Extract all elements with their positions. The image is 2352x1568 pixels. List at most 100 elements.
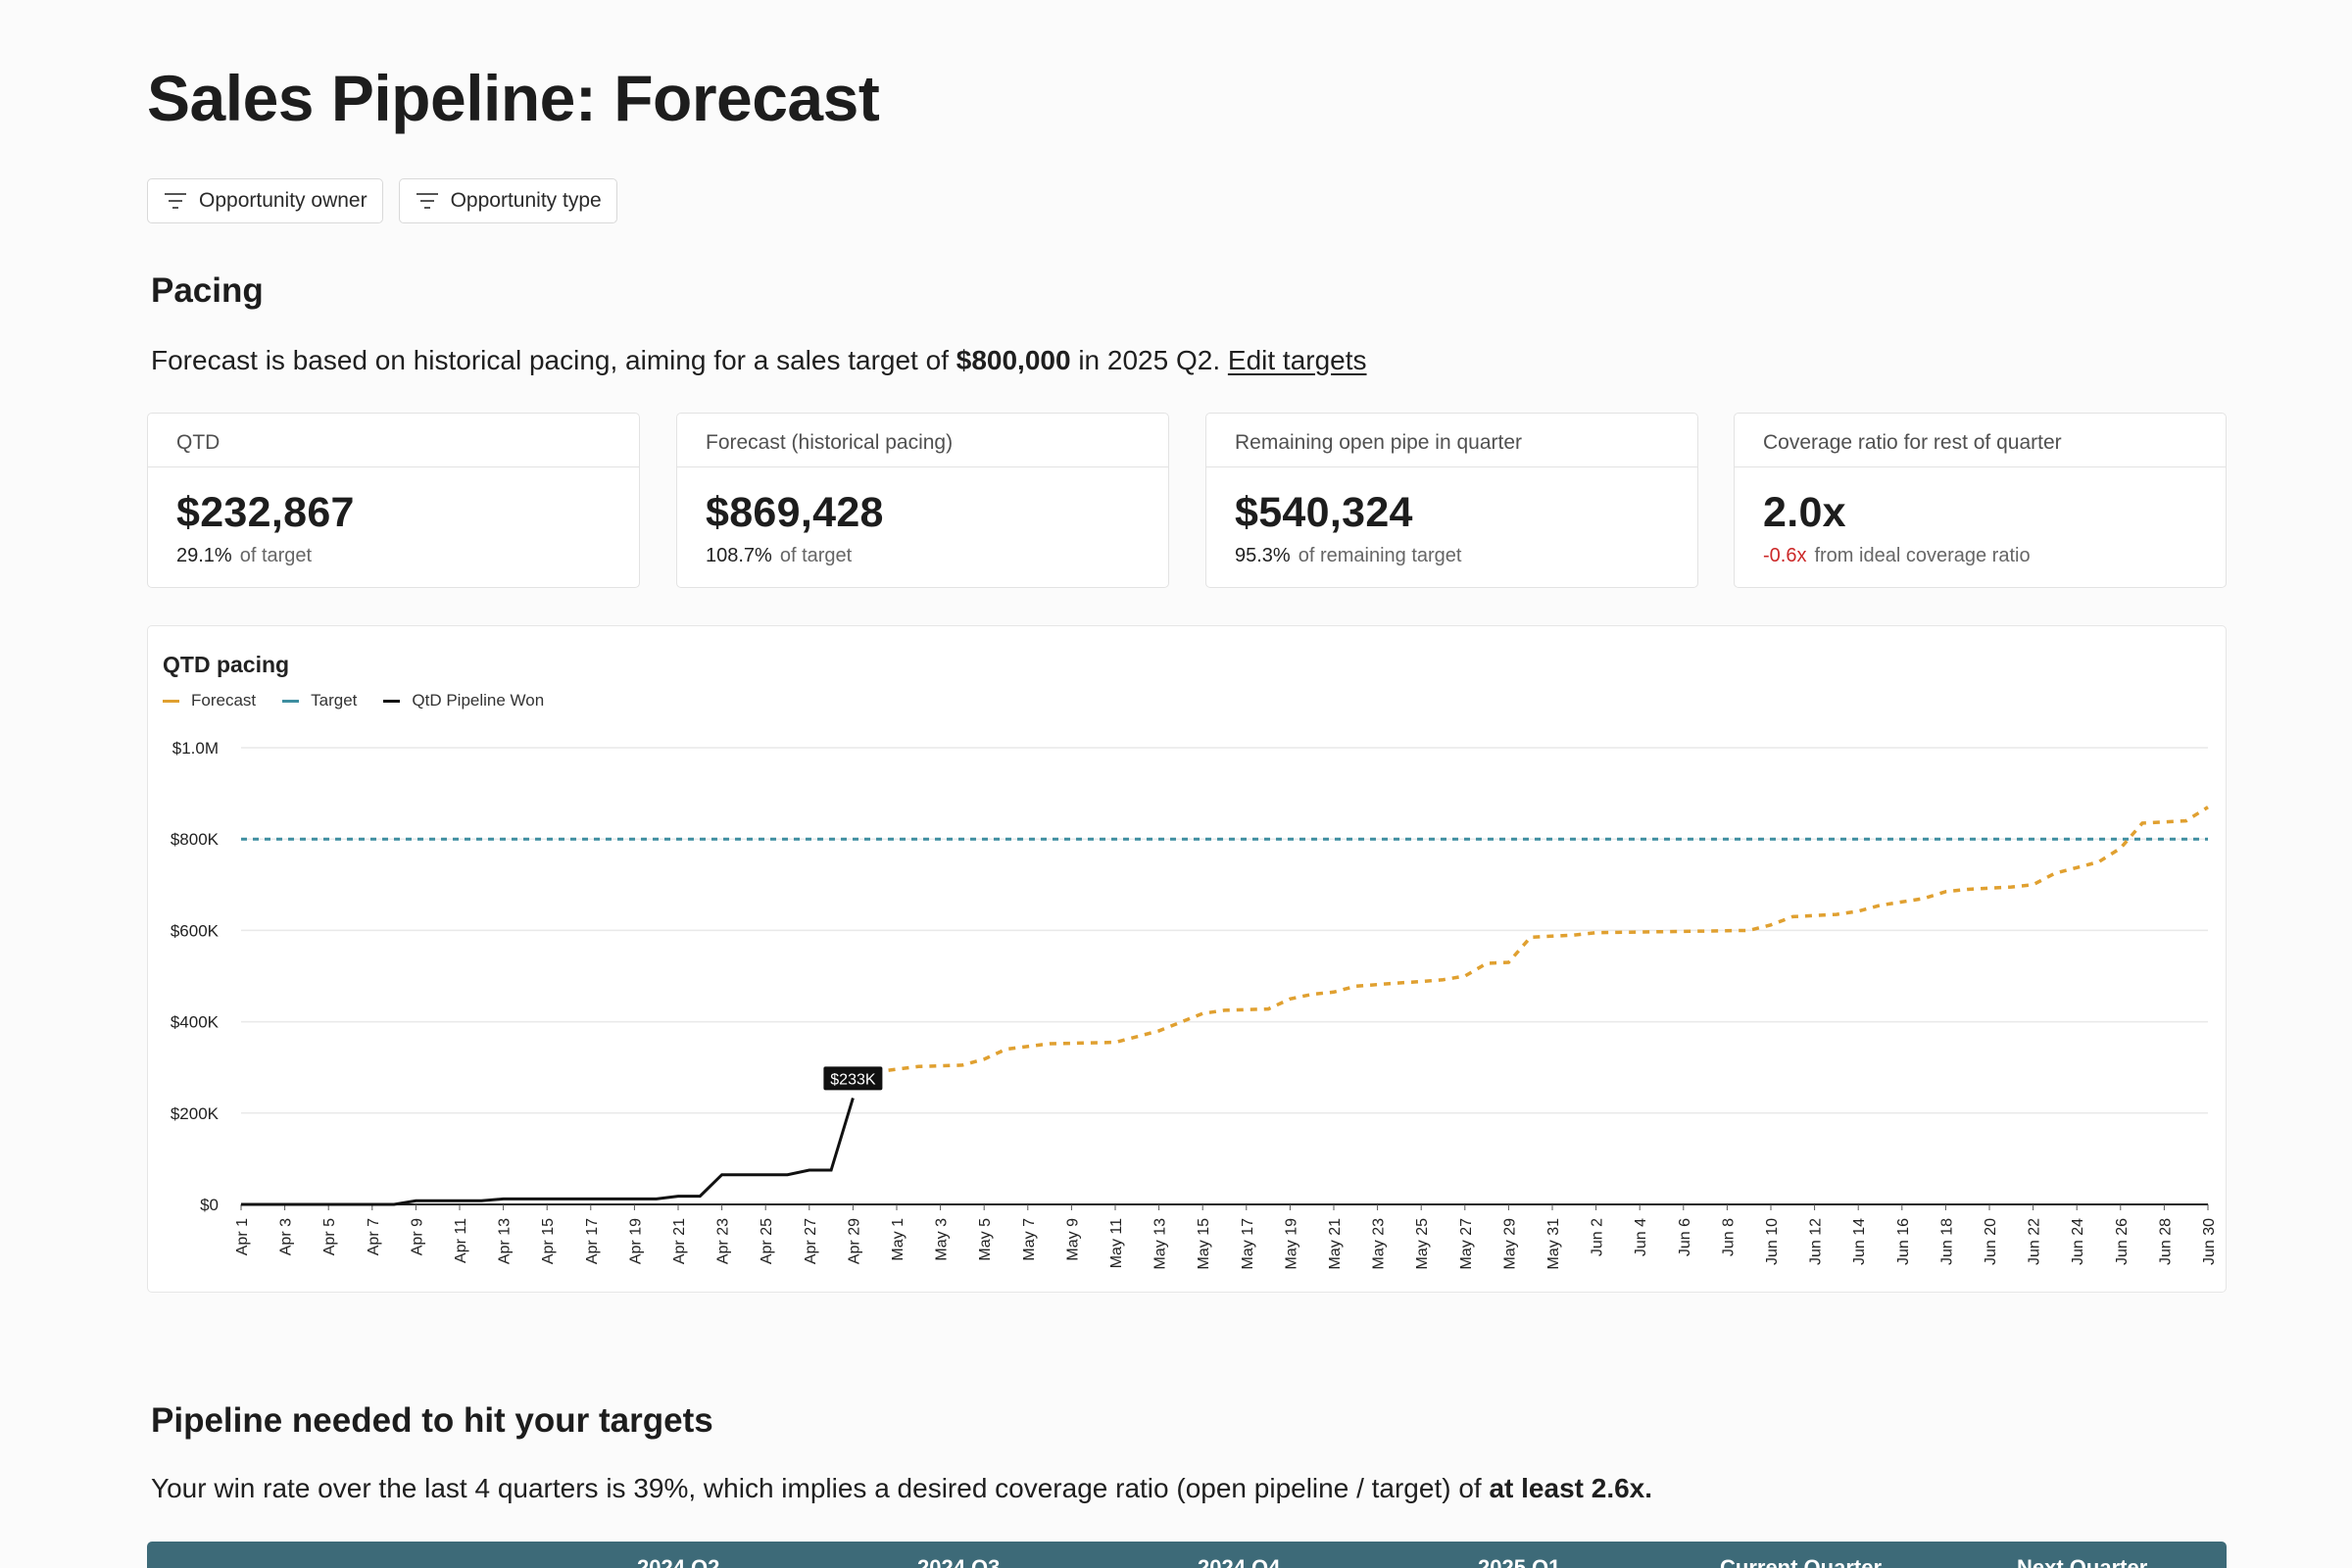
pipeline-desc-text: Your win rate over the last 4 quarters i… <box>151 1473 1490 1503</box>
qtd-pacing-chart-card: $0 $200K $400K $600K $800K $1.0M Apr 1 Apr 3 Apr… <box>147 625 2227 1293</box>
kpi-subtext: 108.7% of target <box>706 545 852 567</box>
kpi-sub-value: 108.7% <box>706 545 772 566</box>
y-tick-label: $600K <box>171 921 220 940</box>
x-tick-label: Apr 15 <box>540 1218 557 1264</box>
kpi-card-qtd: QTD $232,867 29.1% of target <box>147 413 640 588</box>
kpi-label: Remaining open pipe in quarter <box>1206 414 1697 467</box>
x-tick-label: Jun 8 <box>1720 1218 1737 1256</box>
legend-item-won[interactable]: QtD Pipeline Won <box>383 691 544 710</box>
kpi-sub-text: of remaining target <box>1298 545 1462 566</box>
x-tick-label: Jun 16 <box>1895 1218 1912 1265</box>
legend-label: QtD Pipeline Won <box>412 691 545 710</box>
kpi-row: QTD $232,867 29.1% of target Forecast (hi… <box>147 413 2227 588</box>
table-header-cell[interactable]: 2025 Q1 <box>1478 1555 1561 1568</box>
x-tick-label: Apr 9 <box>409 1218 425 1255</box>
legend-label: Target <box>311 691 358 710</box>
x-tick-label: Apr 5 <box>321 1218 338 1255</box>
x-tick-label: Jun 18 <box>1938 1218 1955 1265</box>
kpi-sub-value: 29.1% <box>176 545 232 566</box>
pacing-target-value: $800,000 <box>956 345 1071 375</box>
y-tick-label: $800K <box>171 830 220 849</box>
kpi-value: 2.0x <box>1763 489 1846 536</box>
kpi-label: QTD <box>148 414 639 467</box>
x-tick-label: May 31 <box>1545 1218 1562 1270</box>
legend-item-forecast[interactable]: Forecast <box>163 691 256 710</box>
table-header-cell[interactable]: 2024 Q4 <box>1198 1555 1281 1568</box>
filter-opportunity-type-button[interactable]: Opportunity type <box>398 178 617 223</box>
x-tick-label: Apr 27 <box>803 1218 819 1264</box>
x-tick-label: Jun 30 <box>2201 1218 2218 1265</box>
x-tick-label: May 23 <box>1371 1218 1388 1270</box>
x-tick-label: Apr 3 <box>278 1218 295 1255</box>
table-header-cell[interactable]: 2024 Q2 <box>637 1555 720 1568</box>
kpi-value: $869,428 <box>706 489 884 536</box>
pacing-desc-text: in 2025 Q2. <box>1070 345 1228 375</box>
x-tick-label: May 19 <box>1283 1218 1299 1270</box>
chart-legend: Forecast Target QtD Pipeline Won <box>163 691 544 710</box>
x-tick-label: May 9 <box>1064 1218 1081 1261</box>
x-tick-label: Apr 23 <box>715 1218 732 1264</box>
x-tick-label: Jun 22 <box>2027 1218 2043 1265</box>
series-line-won <box>241 1097 855 1206</box>
x-tick-label: Apr 29 <box>846 1218 862 1264</box>
page-title: Sales Pipeline: Forecast <box>147 62 880 134</box>
table-header-cell[interactable]: Current Quarter <box>1720 1555 1883 1568</box>
x-tick-label: May 3 <box>934 1218 951 1261</box>
coverage-ratio-needed: at least 2.6x. <box>1489 1473 1653 1503</box>
edit-targets-link[interactable]: Edit targets <box>1227 345 1367 375</box>
x-tick-label: May 11 <box>1108 1218 1125 1268</box>
data-label: $233K <box>830 1071 876 1088</box>
y-tick-label: $200K <box>171 1104 220 1123</box>
x-tick-label: May 17 <box>1240 1218 1256 1270</box>
x-tick-label: May 7 <box>1021 1218 1038 1261</box>
kpi-sub-value: 95.3% <box>1235 545 1291 566</box>
pipeline-heading: Pipeline needed to hit your targets <box>151 1401 713 1440</box>
x-tick-label: Apr 7 <box>366 1218 382 1255</box>
x-tick-label: Apr 13 <box>497 1218 514 1264</box>
kpi-sub-text: from ideal coverage ratio <box>1814 545 2031 566</box>
qtd-pacing-chart: $0 $200K $400K $600K $800K $1.0M Apr 1 Apr 3 Apr… <box>171 739 2218 1270</box>
x-tick-label: May 29 <box>1501 1218 1518 1270</box>
x-tick-label: May 21 <box>1327 1218 1344 1270</box>
kpi-card-remaining-pipe: Remaining open pipe in quarter $540,324 … <box>1205 413 1698 588</box>
table-header-cell[interactable]: 2024 Q3 <box>917 1555 1001 1568</box>
kpi-label: Coverage ratio for rest of quarter <box>1735 414 2226 467</box>
kpi-value: $540,324 <box>1235 489 1413 536</box>
legend-swatch <box>383 699 401 703</box>
x-tick-label: Apr 1 <box>234 1218 251 1255</box>
x-tick-label: Apr 25 <box>759 1218 775 1264</box>
legend-item-target[interactable]: Target <box>282 691 357 710</box>
kpi-sub-text: of target <box>779 545 853 566</box>
x-tick-label: Jun 12 <box>1808 1218 1825 1265</box>
x-tick-label: Apr 11 <box>453 1218 469 1263</box>
kpi-label: Forecast (historical pacing) <box>677 414 1168 467</box>
kpi-card-forecast: Forecast (historical pacing) $869,428 10… <box>676 413 1169 588</box>
filter-bar: Opportunity owner Opportunity type <box>147 178 617 223</box>
filter-opportunity-owner-button[interactable]: Opportunity owner <box>147 178 383 223</box>
series-line-forecast <box>874 806 2209 1074</box>
x-tick-label: Jun 6 <box>1677 1218 1693 1256</box>
kpi-value: $232,867 <box>176 489 355 536</box>
chart-title: QTD pacing <box>163 652 290 677</box>
x-tick-label: Jun 14 <box>1851 1218 1868 1265</box>
x-tick-label: May 5 <box>977 1218 994 1261</box>
kpi-subtext: 95.3% of remaining target <box>1235 545 1461 567</box>
x-tick-label: Jun 28 <box>2157 1218 2174 1265</box>
x-tick-label: Apr 17 <box>584 1218 601 1264</box>
y-tick-label: $1.0M <box>172 739 219 758</box>
x-tick-label: Jun 10 <box>1764 1218 1781 1265</box>
pipeline-table-header: 2024 Q2 2024 Q3 2024 Q4 2025 Q1 Current … <box>147 1542 2227 1568</box>
pacing-heading: Pacing <box>151 271 264 310</box>
x-tick-label: Jun 4 <box>1633 1218 1649 1256</box>
x-tick-label: May 1 <box>890 1218 906 1261</box>
filter-icon <box>416 193 438 209</box>
kpi-card-coverage-ratio: Coverage ratio for rest of quarter 2.0x … <box>1734 413 2227 588</box>
x-tick-label: Apr 21 <box>671 1218 688 1264</box>
table-header-cell[interactable]: Next Quarter <box>2017 1555 2148 1568</box>
kpi-subtext: -0.6x from ideal coverage ratio <box>1763 545 2031 567</box>
pacing-description: Forecast is based on historical pacing, … <box>151 345 1367 376</box>
filter-label: Opportunity type <box>450 189 602 212</box>
x-tick-label: Jun 26 <box>2114 1218 2131 1265</box>
x-tick-label: Jun 2 <box>1590 1218 1606 1256</box>
pipeline-description: Your win rate over the last 4 quarters i… <box>151 1473 1652 1504</box>
